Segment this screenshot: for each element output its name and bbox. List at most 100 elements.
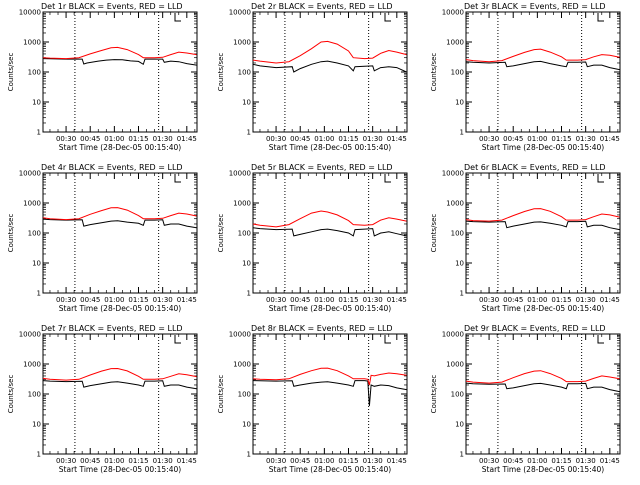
x-tick-label: 00:30 bbox=[479, 457, 499, 465]
x-axis-label: Start Time (28-Dec-05 00:15:40) bbox=[482, 304, 604, 313]
panel-1: Det 1r BLACK = Events, RED = LLD 1 10 100 10… bbox=[7, 2, 198, 152]
panel-7: Det 7r BLACK = Events, RED = LLD 1 10 100 10… bbox=[7, 324, 198, 474]
x-tick-label: 01:30 bbox=[153, 135, 173, 143]
series-line-black-events bbox=[42, 218, 197, 229]
bracket-mark bbox=[174, 174, 181, 183]
x-tick-label: 01:30 bbox=[363, 135, 383, 143]
x-tick-label: 00:30 bbox=[56, 135, 76, 143]
plot-frame bbox=[465, 172, 621, 294]
y-tick-label: 10 bbox=[32, 260, 41, 268]
y-tick-label: 100 bbox=[451, 230, 464, 238]
x-tick-label: 00:30 bbox=[56, 296, 76, 304]
x-axis-label: Start Time (28-Dec-05 00:15:40) bbox=[482, 465, 604, 474]
series-line-black-events bbox=[252, 60, 407, 73]
x-tick-label: 01:00 bbox=[104, 135, 124, 143]
panel-title: Det 6r BLACK = Events, RED = LLD bbox=[464, 163, 606, 172]
y-tick-label: 10000 bbox=[442, 170, 464, 178]
x-tick-label: 01:30 bbox=[363, 457, 383, 465]
y-axis-label: Counts/sec bbox=[7, 214, 15, 253]
panel-9: Det 9r BLACK = Events, RED = LLD 1 10 100 10… bbox=[430, 324, 621, 474]
x-tick-label: 01:15 bbox=[551, 296, 571, 304]
x-tick-label: 01:45 bbox=[387, 457, 407, 465]
y-tick-label: 1000 bbox=[446, 39, 464, 47]
series-line-red-lld bbox=[252, 367, 407, 386]
series-line-red-lld bbox=[465, 48, 620, 63]
x-tick-label: 00:45 bbox=[503, 135, 523, 143]
x-tick-label: 00:45 bbox=[290, 296, 310, 304]
y-tick-label: 10000 bbox=[229, 9, 251, 17]
x-tick-label: 01:30 bbox=[363, 296, 383, 304]
y-tick-label: 100 bbox=[238, 230, 251, 238]
y-axis-label: Counts/sec bbox=[430, 375, 438, 414]
series-line-black-events bbox=[465, 60, 620, 71]
x-tick-label: 01:45 bbox=[387, 135, 407, 143]
series-line-red-lld bbox=[465, 208, 620, 222]
x-tick-label: 00:45 bbox=[503, 296, 523, 304]
y-tick-label: 10000 bbox=[19, 170, 41, 178]
bracket-mark bbox=[597, 13, 604, 22]
y-tick-label: 1 bbox=[37, 290, 41, 298]
plot-frame bbox=[42, 11, 198, 133]
x-tick-label: 00:30 bbox=[56, 457, 76, 465]
panel-title: Det 1r BLACK = Events, RED = LLD bbox=[41, 2, 183, 11]
y-tick-label: 1000 bbox=[446, 200, 464, 208]
x-tick-label: 01:15 bbox=[338, 296, 358, 304]
y-axis-label: Counts/sec bbox=[7, 375, 15, 414]
plot-frame bbox=[465, 11, 621, 133]
series-line-black-events bbox=[42, 58, 197, 66]
y-tick-label: 1 bbox=[460, 451, 464, 459]
y-axis-label: Counts/sec bbox=[217, 214, 225, 253]
x-tick-label: 01:15 bbox=[128, 296, 148, 304]
y-tick-label: 1 bbox=[247, 451, 251, 459]
panel-title: Det 3r BLACK = Events, RED = LLD bbox=[464, 2, 606, 11]
x-tick-label: 01:15 bbox=[338, 135, 358, 143]
y-tick-label: 10 bbox=[455, 99, 464, 107]
y-tick-label: 1000 bbox=[233, 361, 251, 369]
x-tick-label: 01:30 bbox=[153, 296, 173, 304]
x-tick-label: 00:30 bbox=[479, 135, 499, 143]
x-tick-label: 01:45 bbox=[600, 457, 620, 465]
x-tick-label: 01:15 bbox=[551, 135, 571, 143]
y-tick-label: 10000 bbox=[442, 331, 464, 339]
series-line-black-events bbox=[252, 380, 407, 406]
panel-2: Det 2r BLACK = Events, RED = LLD 1 10 100 10… bbox=[217, 2, 408, 152]
series-line-red-lld bbox=[465, 370, 620, 384]
panel-title: Det 9r BLACK = Events, RED = LLD bbox=[464, 324, 606, 333]
y-tick-label: 1000 bbox=[233, 39, 251, 47]
series-line-red-lld bbox=[252, 210, 407, 228]
x-tick-label: 01:45 bbox=[177, 135, 197, 143]
panel-title: Det 4r BLACK = Events, RED = LLD bbox=[41, 163, 183, 172]
x-tick-label: 00:30 bbox=[266, 135, 286, 143]
x-tick-label: 01:15 bbox=[128, 457, 148, 465]
plot-frame bbox=[252, 11, 408, 133]
plot-frame bbox=[465, 333, 621, 455]
x-tick-label: 01:00 bbox=[314, 135, 334, 143]
y-tick-label: 1 bbox=[460, 129, 464, 137]
y-tick-label: 1 bbox=[247, 129, 251, 137]
x-tick-label: 00:45 bbox=[80, 135, 100, 143]
y-tick-label: 10 bbox=[455, 260, 464, 268]
y-tick-label: 10000 bbox=[19, 9, 41, 17]
plot-frame bbox=[42, 172, 198, 294]
x-tick-label: 01:45 bbox=[387, 296, 407, 304]
panel-4: Det 4r BLACK = Events, RED = LLD 1 10 100 10… bbox=[7, 163, 198, 313]
y-axis-label: Counts/sec bbox=[217, 53, 225, 92]
y-tick-label: 1 bbox=[37, 451, 41, 459]
panel-8: Det 8r BLACK = Events, RED = LLD 1 10 100 10… bbox=[217, 324, 408, 474]
x-tick-label: 01:15 bbox=[128, 135, 148, 143]
x-tick-label: 01:00 bbox=[104, 296, 124, 304]
y-axis-label: Counts/sec bbox=[217, 375, 225, 414]
y-tick-label: 1000 bbox=[446, 361, 464, 369]
y-tick-label: 1000 bbox=[23, 361, 41, 369]
y-tick-label: 1 bbox=[37, 129, 41, 137]
series-line-black-events bbox=[465, 220, 620, 231]
y-tick-label: 10 bbox=[242, 421, 251, 429]
y-axis-label: Counts/sec bbox=[430, 53, 438, 92]
bracket-mark bbox=[384, 174, 391, 183]
y-tick-label: 100 bbox=[238, 391, 251, 399]
panel-title: Det 7r BLACK = Events, RED = LLD bbox=[41, 324, 183, 333]
series-line-black-events bbox=[42, 380, 197, 390]
x-tick-label: 01:00 bbox=[104, 457, 124, 465]
